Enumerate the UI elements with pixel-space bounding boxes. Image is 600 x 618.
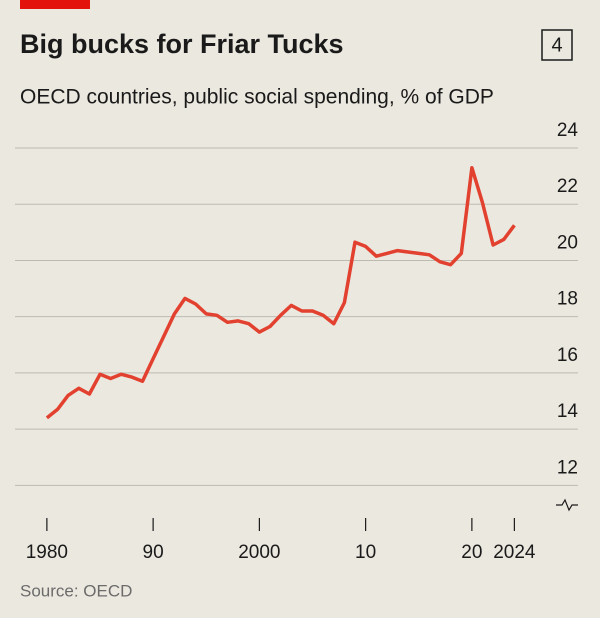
- x-tick-label: 2000: [238, 542, 280, 563]
- y-tick-label: 24: [557, 120, 579, 141]
- x-tick-label: 10: [355, 542, 376, 563]
- x-tick-label: 20: [461, 542, 482, 563]
- y-tick-label: 16: [557, 345, 578, 366]
- y-tick-label: 20: [557, 232, 578, 253]
- x-tick-label: 90: [143, 542, 164, 563]
- badge: 4: [551, 34, 562, 56]
- axis-break: [556, 498, 578, 512]
- y-tick-label: 12: [557, 457, 578, 478]
- y-tick-label: 18: [557, 289, 578, 310]
- x-tick-label: 1980: [26, 542, 68, 563]
- y-tick-label: 14: [557, 401, 579, 422]
- data-line: [45, 165, 516, 420]
- source: Source: OECD: [20, 581, 132, 600]
- badge-box: [541, 29, 573, 61]
- x-tick-label: 2024: [493, 542, 536, 563]
- y-tick-label: 22: [557, 176, 578, 197]
- brand-bar: [20, 0, 90, 9]
- subtitle: OECD countries, public social spending, …: [20, 86, 494, 109]
- chart-title: Big bucks for Friar Tucks: [20, 29, 344, 59]
